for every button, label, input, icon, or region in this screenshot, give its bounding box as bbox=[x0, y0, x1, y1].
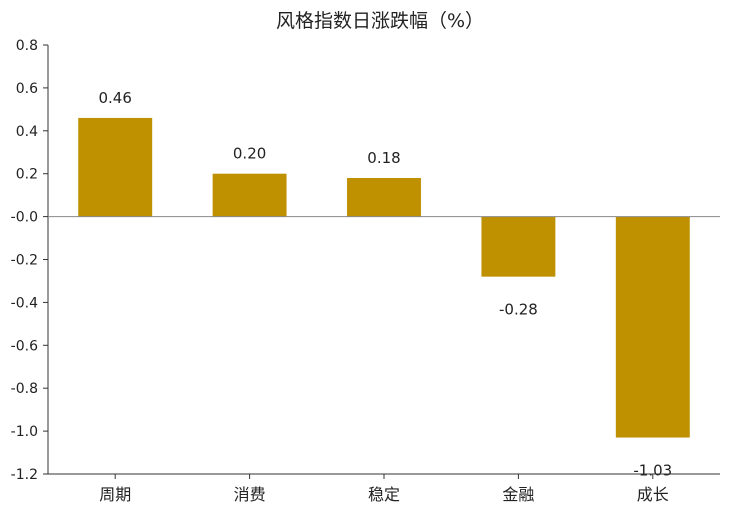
y-tick-label: -0.4 bbox=[11, 295, 38, 311]
y-tick-label: 0.4 bbox=[16, 124, 38, 140]
bar-3 bbox=[347, 177, 421, 217]
x-category-label: 成长 bbox=[637, 485, 669, 504]
data-labels-group: 0.46 0.20 0.18 -0.28 -1.03 bbox=[98, 89, 672, 480]
y-tick-label: -0.0 bbox=[11, 210, 38, 226]
y-tick-label: -0.8 bbox=[11, 381, 38, 397]
y-tick-label: -0.2 bbox=[11, 253, 38, 269]
bar-5 bbox=[615, 216, 690, 438]
data-label: -0.28 bbox=[499, 301, 538, 319]
y-tick-label: -0.6 bbox=[11, 338, 38, 354]
chart-title: 风格指数日涨跌幅（%） bbox=[276, 10, 484, 32]
bar-2 bbox=[212, 173, 287, 217]
x-category-label: 稳定 bbox=[368, 485, 400, 504]
data-label: -1.03 bbox=[633, 462, 672, 480]
x-category-label: 金融 bbox=[502, 485, 534, 504]
data-label: 0.46 bbox=[98, 89, 131, 107]
y-tick-label: 0.8 bbox=[16, 38, 38, 54]
data-label: 0.20 bbox=[233, 145, 266, 163]
x-category-label: 消费 bbox=[234, 485, 266, 504]
y-axis: 0.8 0.6 0.4 0.2 -0.0 -0.2 -0.4 -0.6 -0.8 -1.0 -1.2 bbox=[11, 38, 49, 483]
data-label: 0.18 bbox=[367, 149, 400, 167]
y-tick-label: 0.6 bbox=[16, 81, 38, 97]
y-tick-label: -1.0 bbox=[11, 424, 38, 440]
bar-4 bbox=[481, 216, 556, 277]
y-tick-label: 0.2 bbox=[16, 167, 38, 183]
bar-1 bbox=[78, 117, 153, 217]
x-category-label: 周期 bbox=[99, 485, 131, 504]
x-axis: 周期 消费 稳定 金融 成长 bbox=[48, 216, 720, 504]
bars-group bbox=[78, 117, 690, 438]
y-tick-label: -1.2 bbox=[11, 467, 38, 483]
